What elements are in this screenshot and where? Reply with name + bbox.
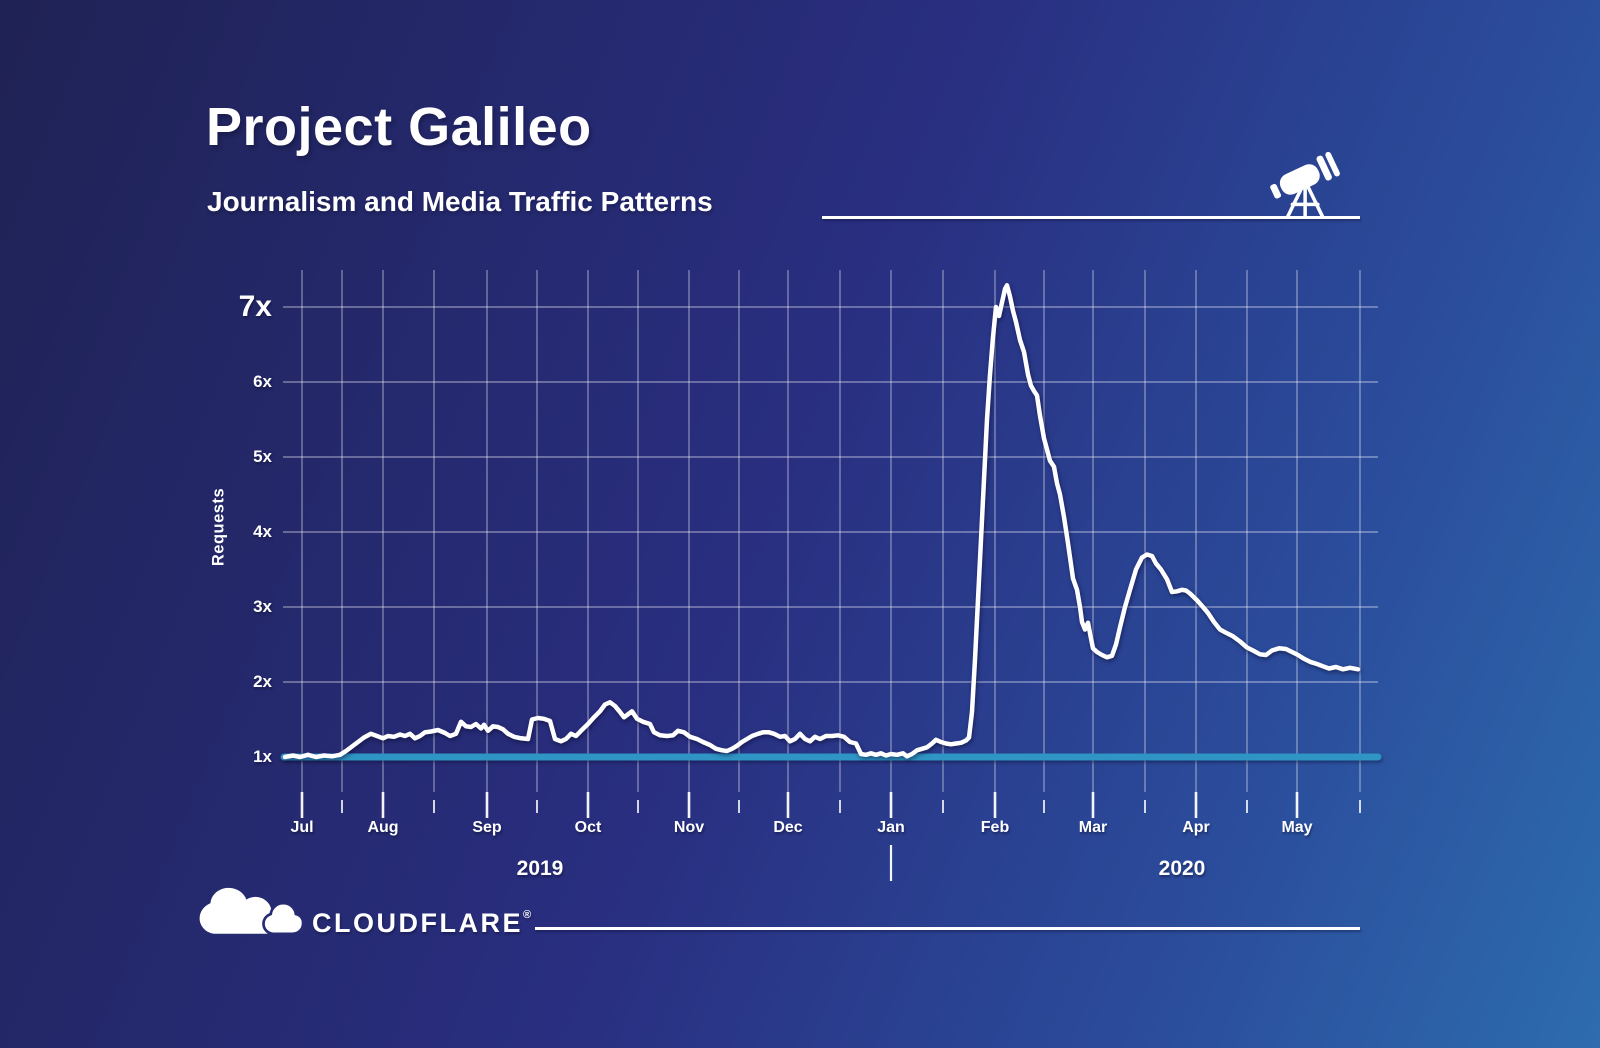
y-axis-label-3x: 3x bbox=[253, 597, 272, 616]
cloudflare-logo: CLOUDFLARE® bbox=[196, 882, 531, 944]
cloudflare-cloud-icon bbox=[199, 887, 304, 936]
footer-divider-line bbox=[535, 927, 1360, 930]
page-subtitle: Journalism and Media Traffic Patterns bbox=[207, 186, 713, 217]
telescope-icon bbox=[1270, 151, 1340, 219]
y-axis-label-5x: 5x bbox=[253, 447, 272, 466]
y-axis-label-4x: 4x bbox=[253, 522, 272, 541]
y-axis-label-2x: 2x bbox=[253, 672, 272, 691]
brand-wordmark: CLOUDFLARE® bbox=[312, 908, 532, 938]
y-axis-label-6x: 6x bbox=[253, 372, 272, 391]
x-axis-ticks bbox=[300, 792, 1361, 818]
y-axis-title: Requests bbox=[209, 487, 228, 567]
y-axis-label-1x: 1x bbox=[253, 747, 272, 766]
traffic-line-series bbox=[282, 283, 1361, 760]
y-axis-label-7x: 7x bbox=[238, 290, 272, 323]
page-title: Project Galileo bbox=[206, 97, 592, 157]
header-divider-line bbox=[822, 216, 1360, 219]
y-axis-labels: 1x 2x 3x 4x 5x 6x 7x bbox=[0, 0, 272, 1048]
chart-gridlines bbox=[283, 270, 1378, 792]
registered-trademark: ® bbox=[522, 909, 532, 921]
